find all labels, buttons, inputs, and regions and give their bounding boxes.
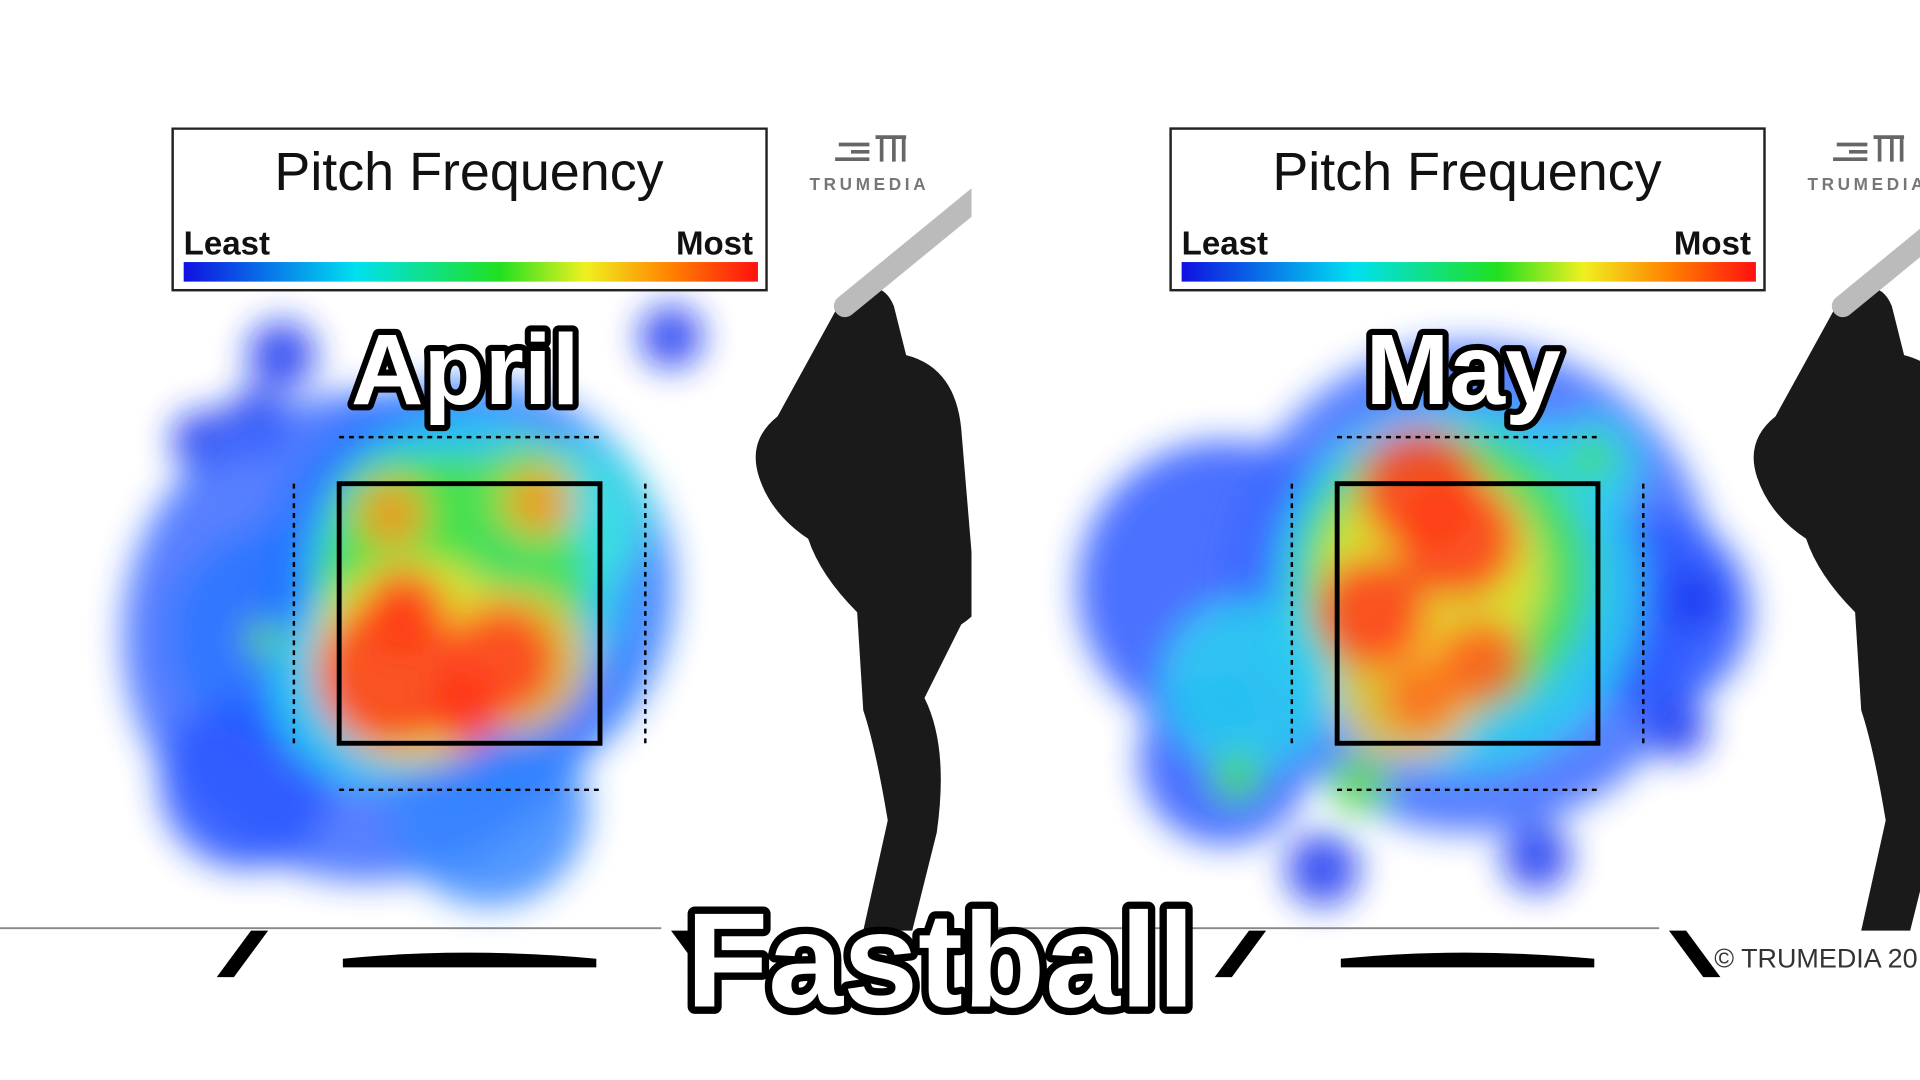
logo-mark xyxy=(835,135,907,162)
legend-least: Least xyxy=(1182,226,1268,263)
heat-blob xyxy=(1383,661,1458,735)
legend-gradient xyxy=(183,262,758,282)
logo-text: TRUMEDIA xyxy=(810,174,930,194)
legend-title: Pitch Frequency xyxy=(274,142,663,202)
heat-blob xyxy=(361,569,447,656)
heat-blob xyxy=(1395,477,1519,600)
batter xyxy=(1753,287,1920,931)
legend-least: Least xyxy=(184,226,270,263)
heat-blob xyxy=(1212,753,1262,803)
month-label: April xyxy=(351,314,580,426)
heat-blob xyxy=(1665,569,1727,631)
legend-most: Most xyxy=(676,226,753,263)
legend-gradient xyxy=(1181,262,1756,282)
batter-box-right xyxy=(671,930,723,978)
copyright: © TRUMEDIA 20 xyxy=(1714,943,1917,973)
heat-blob xyxy=(1316,557,1427,668)
heat-blob xyxy=(1646,697,1709,760)
heatmap xyxy=(122,304,703,907)
heatmap xyxy=(1077,342,1752,907)
heat-blob xyxy=(1569,437,1614,482)
bat xyxy=(1831,228,1920,318)
home-plate xyxy=(1340,952,1595,968)
heat-blob xyxy=(428,673,503,747)
logo-mark xyxy=(1833,135,1905,162)
heat-blob xyxy=(357,480,427,549)
bat xyxy=(833,188,972,318)
heat-blob xyxy=(1285,832,1360,907)
batter-box-left xyxy=(1214,930,1267,978)
logo-text: TRUMEDIA xyxy=(1807,174,1920,194)
legend-title: Pitch Frequency xyxy=(1272,142,1661,202)
heat-blob xyxy=(1328,753,1390,815)
heat-blob xyxy=(246,622,281,657)
pitch-type-title: Fastball xyxy=(686,885,1195,1036)
batter xyxy=(755,287,972,931)
batter-box-right xyxy=(1668,930,1721,978)
month-label: May xyxy=(1366,314,1561,426)
legend-most: Most xyxy=(1674,226,1751,263)
batter-box-left xyxy=(216,930,269,978)
heat-blob xyxy=(639,304,703,369)
heat-blob xyxy=(1502,822,1572,892)
strike-zone xyxy=(336,481,603,746)
heat-blob xyxy=(1438,618,1525,705)
home-plate xyxy=(342,952,597,968)
strike-zone xyxy=(1334,481,1601,746)
heat-blob xyxy=(504,467,574,537)
heat-blob xyxy=(247,320,316,390)
